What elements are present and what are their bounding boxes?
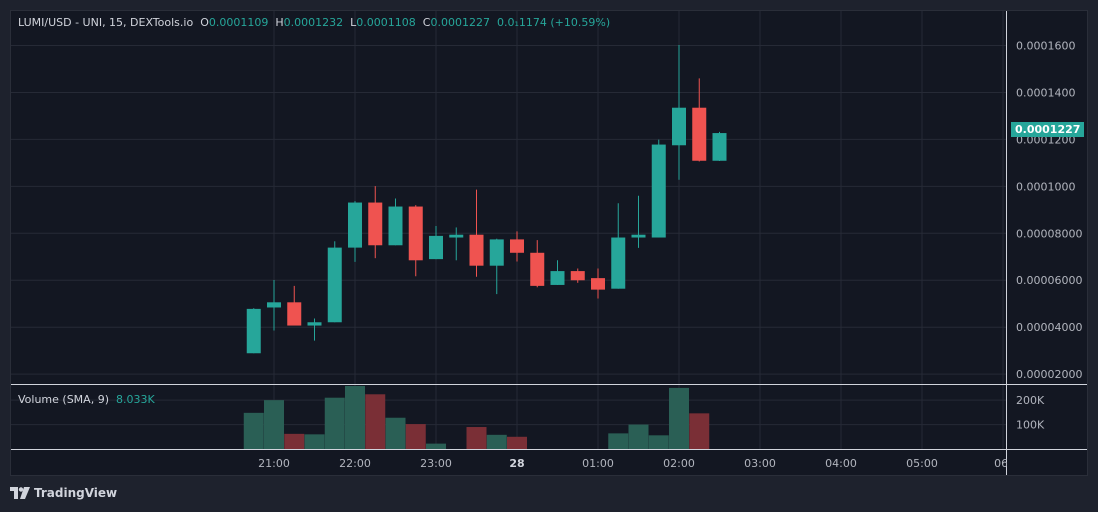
close-value: 0.0001227 xyxy=(430,16,490,29)
candle-body[interactable] xyxy=(651,144,666,238)
price-tick-label: 0.0001600 xyxy=(1016,40,1076,53)
high-label: H xyxy=(275,16,284,29)
candle-body[interactable] xyxy=(267,302,281,308)
high-value: 0.0001232 xyxy=(283,16,344,29)
candle-body[interactable] xyxy=(530,252,545,286)
candle-body[interactable] xyxy=(591,278,605,290)
candle-body[interactable] xyxy=(712,133,727,161)
open-label: O xyxy=(200,16,209,29)
brand-label: TradingView xyxy=(34,486,118,500)
symbol-label: LUMI/USD - UNI, 15, DEXTools.io xyxy=(18,16,194,29)
volume-label: Volume (SMA, 9) xyxy=(18,393,109,406)
candle-body[interactable] xyxy=(631,234,646,238)
time-tick-label: 28 xyxy=(509,457,524,470)
ohlc-legend: LUMI/USD - UNI, 15, DEXTools.io O0.00011… xyxy=(18,16,610,29)
volume-bar[interactable] xyxy=(243,412,264,449)
candle-body[interactable] xyxy=(348,202,362,248)
candle-body[interactable] xyxy=(469,234,484,266)
price-tick-label: 0.00004000 xyxy=(1016,321,1082,334)
tradingview-logo[interactable]: TradingView xyxy=(10,486,117,500)
volume-bar[interactable] xyxy=(345,385,365,449)
candle-body[interactable] xyxy=(672,107,686,146)
price-tick-label: 0.0001400 xyxy=(1016,86,1076,99)
volume-bar[interactable] xyxy=(304,434,325,449)
volume-bar[interactable] xyxy=(628,424,649,449)
volume-bar[interactable] xyxy=(426,443,446,449)
time-tick-label: 02:00 xyxy=(663,457,695,470)
candle-body[interactable] xyxy=(388,206,403,246)
last-price-tag: 0.0001227 xyxy=(1011,122,1085,137)
volume-tick-label: 200K xyxy=(1016,394,1045,407)
chart-background xyxy=(10,10,1088,476)
candle-body[interactable] xyxy=(449,234,464,238)
volume-tick-label: 100K xyxy=(1016,419,1045,432)
candle-body[interactable] xyxy=(611,237,626,289)
candle-body[interactable] xyxy=(692,107,707,161)
price-tick-label: 0.0001000 xyxy=(1016,180,1076,193)
time-tick-label: 21:00 xyxy=(258,457,290,470)
time-tick-label: 22:00 xyxy=(339,457,371,470)
time-tick-label: 04:00 xyxy=(825,457,857,470)
low-value: 0.0001108 xyxy=(356,16,416,29)
open-value: 0.0001109 xyxy=(208,16,269,29)
time-tick-label: 03:00 xyxy=(744,457,776,470)
volume-bar[interactable] xyxy=(324,397,345,449)
volume-bar[interactable] xyxy=(689,413,710,449)
candle-body[interactable] xyxy=(368,202,383,246)
candle-body[interactable] xyxy=(327,247,342,323)
candle-body[interactable] xyxy=(246,308,261,354)
candle-body[interactable] xyxy=(408,206,423,261)
volume-value: 8.033K xyxy=(115,393,155,406)
volume-bar[interactable] xyxy=(669,387,689,449)
candle-body[interactable] xyxy=(550,271,565,285)
candle-body[interactable] xyxy=(510,239,524,253)
volume-bar[interactable] xyxy=(507,436,527,449)
tradingview-icon xyxy=(10,487,30,499)
price-tick-label: 0.00008000 xyxy=(1016,227,1082,240)
candle-body[interactable] xyxy=(429,235,443,260)
volume-bar[interactable] xyxy=(284,433,305,449)
time-tick-label: 05:00 xyxy=(906,457,938,470)
volume-bar[interactable] xyxy=(385,417,406,449)
time-axis-corner xyxy=(1007,451,1087,475)
volume-bar[interactable] xyxy=(264,400,284,449)
volume-bar[interactable] xyxy=(648,435,669,449)
price-tick-label: 0.00006000 xyxy=(1016,274,1082,287)
candle-body[interactable] xyxy=(287,302,302,326)
volume-bar[interactable] xyxy=(466,427,487,449)
candle-body[interactable] xyxy=(570,271,585,281)
volume-bar[interactable] xyxy=(365,394,386,449)
change-value: 0.0₁1174 (+10.59%) xyxy=(496,16,611,29)
volume-legend: Volume (SMA, 9) 8.033K xyxy=(18,393,155,406)
price-tick-label: 0.00002000 xyxy=(1016,368,1082,381)
volume-bar[interactable] xyxy=(608,433,629,449)
volume-bar[interactable] xyxy=(486,434,507,449)
low-label: L xyxy=(350,16,357,29)
time-tick-label: 23:00 xyxy=(420,457,452,470)
volume-bar[interactable] xyxy=(405,424,426,449)
time-tick-label: 01:00 xyxy=(582,457,614,470)
candle-body[interactable] xyxy=(489,239,504,266)
close-label: C xyxy=(422,16,431,29)
candle-body[interactable] xyxy=(307,322,322,326)
